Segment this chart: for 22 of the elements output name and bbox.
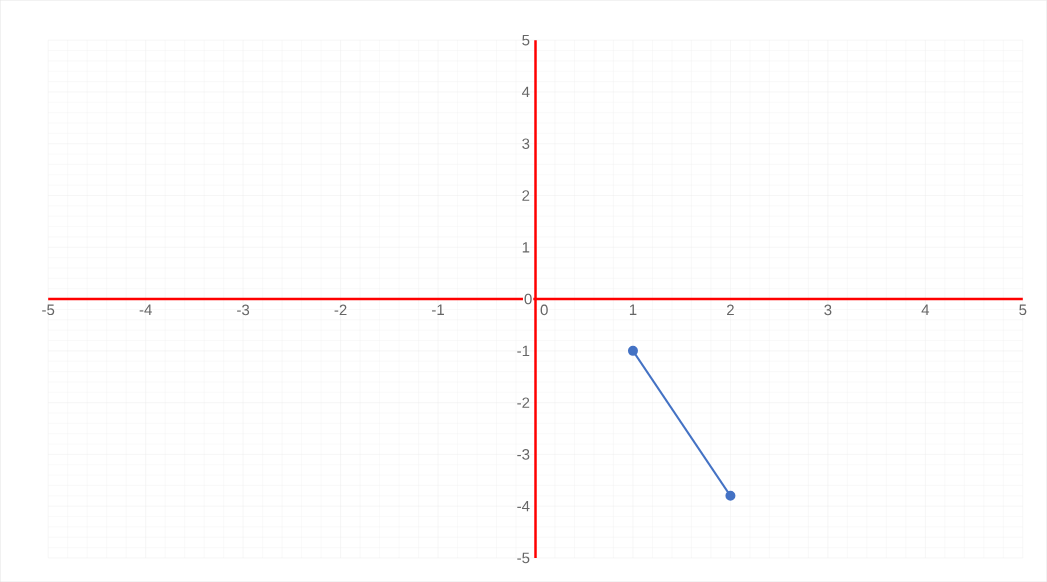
y-tick-label: 3 xyxy=(522,138,530,149)
y-tick-label: -4 xyxy=(517,500,530,512)
x-tick-label: 0 xyxy=(540,304,548,316)
y-tick-label: 2 xyxy=(522,190,530,201)
y-tick-label: 1 xyxy=(522,242,530,253)
x-tick-label: 1 xyxy=(629,304,637,315)
y-tick-label: 4 xyxy=(521,86,530,98)
x-tick-label: 2 xyxy=(727,304,734,315)
x-tick-label: 3 xyxy=(824,304,832,316)
y-tick-label: -1 xyxy=(517,345,530,356)
x-tick-label: -2 xyxy=(334,304,347,315)
y-tick-label: -5 xyxy=(517,552,530,564)
x-tick-label: -5 xyxy=(42,304,55,315)
x-tick-label: -3 xyxy=(237,304,250,316)
x-tick-label: -1 xyxy=(432,304,444,315)
y-tick-label: -2 xyxy=(517,397,530,408)
y-tick-label: 0 xyxy=(524,293,532,305)
y-tick-label: -3 xyxy=(517,449,530,460)
x-tick-label: 4 xyxy=(921,304,930,315)
x-tick-label: 5 xyxy=(1019,304,1027,315)
y-tick-label: 5 xyxy=(522,34,530,46)
x-tick-label: -4 xyxy=(139,304,152,315)
